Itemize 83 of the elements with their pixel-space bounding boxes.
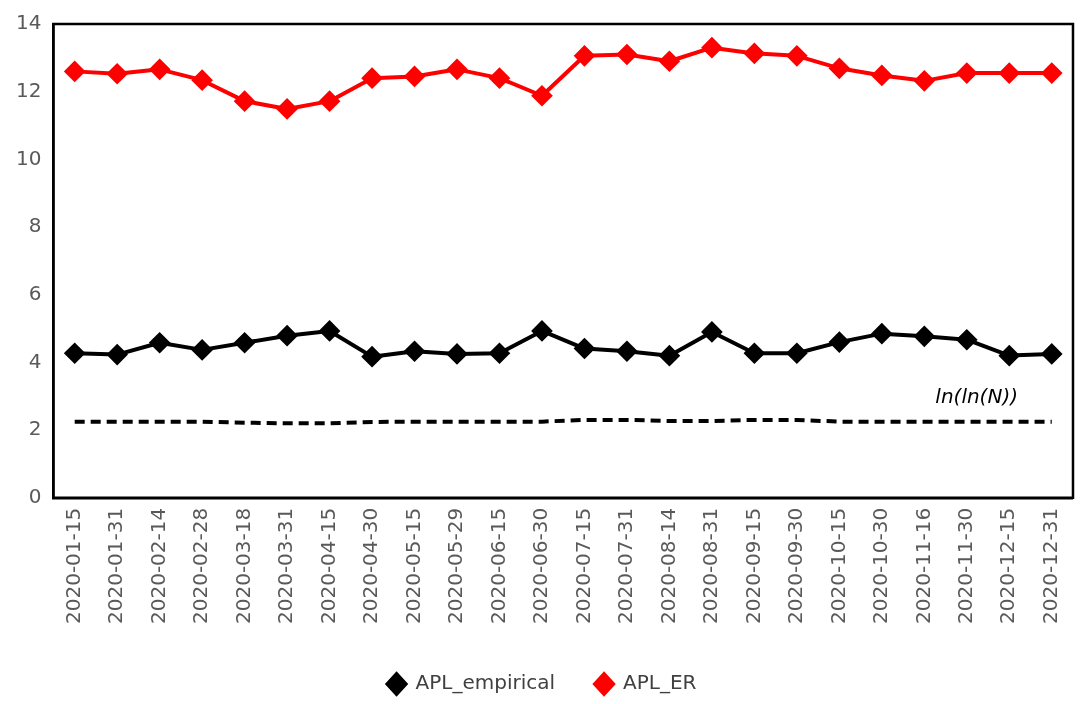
point [149,59,170,80]
point [956,63,977,84]
point [999,63,1020,84]
y-tick-label: 2 [28,416,42,441]
legend-label: APL_ER [623,670,697,695]
x-tick-label: 2020-02-28 [188,507,213,624]
x-tick-label: 2020-01-31 [103,507,128,624]
point [956,329,977,350]
point [404,341,425,362]
point [744,343,765,364]
point [149,332,170,353]
point [362,346,383,367]
x-tick-label: 2020-10-30 [868,507,893,624]
point [277,98,298,119]
annotation: ln(ln(N)) [935,384,1018,409]
y-tick-label: 6 [28,280,42,305]
x-tick-label: 2020-09-15 [740,507,765,624]
point [107,63,128,84]
x-tick-label: 2020-11-16 [910,507,935,624]
x-tick-label: 2020-04-15 [315,507,340,624]
point [107,344,128,365]
point [1041,63,1062,84]
point [744,43,765,64]
y-tick-label: 4 [28,348,42,373]
x-tick-label: 2020-10-15 [825,507,850,624]
x-tick-label: 2020-06-30 [528,507,553,624]
y-tick-label: 12 [16,77,42,102]
point [489,343,510,364]
x-tick-label: 2020-08-14 [655,507,680,624]
x-tick-label: 2020-07-31 [613,507,638,624]
point [192,70,213,91]
point [999,345,1020,366]
point [701,321,722,342]
point [871,65,892,86]
point [64,61,85,82]
point [64,343,85,364]
y-tick-label: 10 [16,145,42,170]
point [404,66,425,87]
point [659,51,680,72]
x-tick-label: 2020-01-15 [60,507,85,624]
x-tick-label: 2020-05-29 [443,507,468,624]
point [914,70,935,91]
x-tick-label: 2020-07-15 [570,507,595,624]
point [616,44,637,65]
point [616,341,637,362]
point [319,320,340,341]
x-tick-label: 2020-03-18 [230,507,255,624]
point [277,325,298,346]
y-tick-label: 8 [28,213,42,238]
x-tick-label: 2020-11-30 [952,507,977,624]
y-tick-label: 0 [28,483,42,508]
point [659,345,680,366]
point [1041,343,1062,364]
x-tick-label: 2020-08-31 [698,507,723,624]
point [531,320,552,341]
point [786,45,807,66]
x-tick-label: 2020-03-31 [273,507,298,624]
point [871,323,892,344]
point [531,85,552,106]
point [786,343,807,364]
x-tick-label: 2020-02-14 [145,507,170,624]
x-tick-label: 2020-12-31 [1037,507,1062,624]
x-tick-label: 2020-04-30 [358,507,383,624]
legend-label: APL_empirical [415,670,556,695]
point [192,339,213,360]
point [489,68,510,89]
point [234,332,255,353]
x-tick-label: 2020-12-15 [995,507,1020,624]
point [234,91,255,112]
point [447,343,468,364]
x-tick-label: 2020-05-15 [400,507,425,624]
point [574,338,595,359]
point [701,37,722,58]
y-tick-label: 14 [16,10,42,35]
point [829,332,850,353]
point [447,59,468,80]
point [319,91,340,112]
point [914,326,935,347]
point [362,68,383,89]
point [574,45,595,66]
x-tick-label: 2020-09-30 [783,507,808,624]
point [829,58,850,79]
x-tick-label: 2020-06-15 [485,507,510,624]
